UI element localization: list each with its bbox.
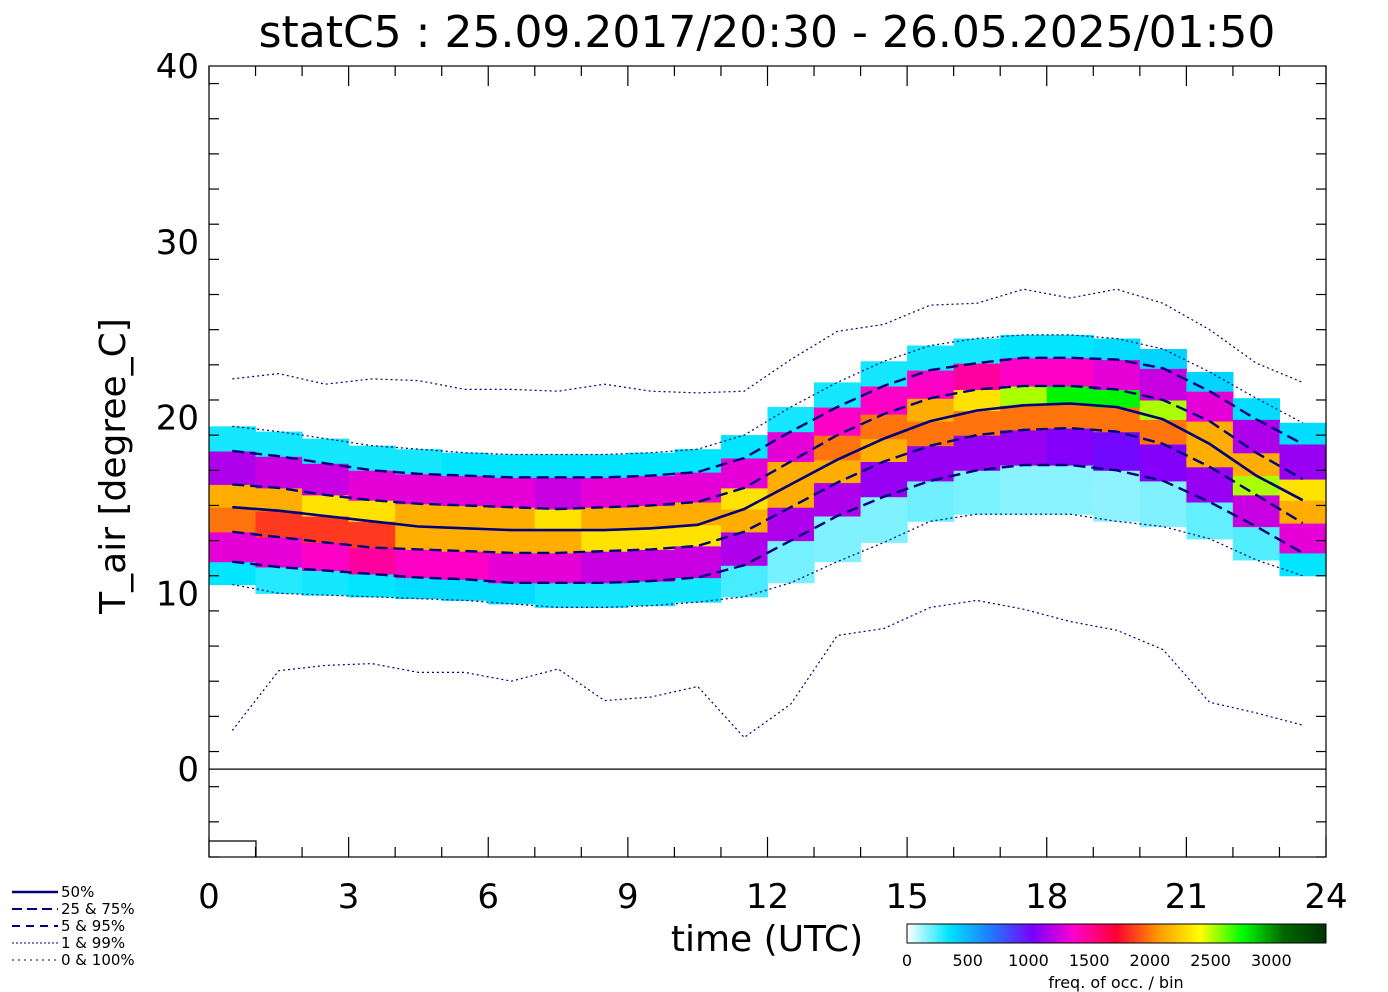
y-tick-label: 30 [156, 223, 199, 263]
x-tick-label: 6 [477, 877, 499, 917]
x-tick-labels: 0 3 6 9 12 15 18 21 24 [198, 877, 1347, 917]
y-tick-label: 40 [156, 47, 199, 87]
chart-canvas: statC5 : 25.09.2017/20:30 - 26.05.2025/0… [0, 0, 1388, 992]
colorbar-tick-label: 2000 [1130, 951, 1171, 970]
y-tick-label: 20 [156, 399, 199, 439]
x-tick-label: 21 [1165, 877, 1208, 917]
x-tick-label: 18 [1025, 877, 1068, 917]
colorbar-tick-label: 2500 [1190, 951, 1231, 970]
y-tick-label: 10 [156, 574, 199, 614]
percentile-line-0pct [232, 600, 1302, 737]
heatmap-cell [907, 346, 954, 348]
x-tick-label: 0 [198, 877, 220, 917]
y-tick-labels: 0 10 20 30 40 [156, 47, 199, 790]
y-axis-label: T_air [degree_C] [93, 318, 134, 615]
x-tick-label: 24 [1304, 877, 1347, 917]
chart-title: statC5 : 25.09.2017/20:30 - 26.05.2025/0… [259, 7, 1276, 58]
heatmap-cell [814, 382, 861, 384]
x-tick-label: 3 [338, 877, 360, 917]
legend-label: 0 & 100% [61, 951, 135, 969]
heatmap-cell [256, 432, 303, 434]
x-tick-label: 9 [617, 877, 639, 917]
legend-label: 25 & 75% [61, 900, 135, 918]
colorbar [907, 924, 1326, 943]
heatmap-cell [581, 455, 628, 457]
colorbar-tick-label: 1500 [1069, 951, 1110, 970]
heatmap-cell [1280, 423, 1327, 425]
colorbar-label: freq. of occ. / bin [1048, 973, 1183, 992]
legend-label: 50% [61, 883, 94, 901]
y-tick-label: 0 [177, 750, 199, 790]
x-axis-label: time (UTC) [671, 919, 863, 960]
colorbar-tick-label: 1000 [1008, 951, 1049, 970]
corner-marker [209, 841, 256, 857]
heatmap-cell [861, 361, 908, 363]
legend: 50%25 & 75%5 & 95%1 & 99%0 & 100% [12, 883, 135, 969]
heatmap-cell [1233, 398, 1280, 400]
legend-label: 5 & 95% [61, 917, 125, 935]
heatmap-cell [395, 449, 442, 451]
colorbar-tick-label: 3000 [1251, 951, 1292, 970]
colorbar-tick-label: 0 [902, 951, 912, 970]
x-tick-label: 12 [746, 877, 789, 917]
heatmap-cell [1140, 349, 1187, 351]
colorbar-tick-label: 500 [952, 951, 983, 970]
colorbar-tick-labels: 0 500 1000 1500 2000 2500 3000 [902, 951, 1292, 970]
legend-label: 1 & 99% [61, 934, 125, 952]
x-tick-label: 15 [885, 877, 928, 917]
